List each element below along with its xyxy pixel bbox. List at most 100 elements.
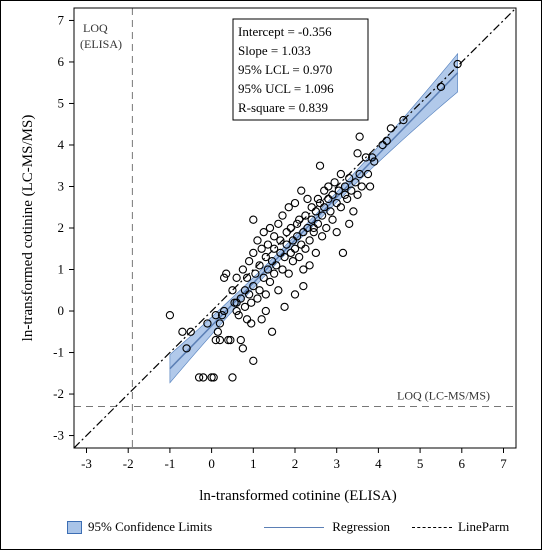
data-point (320, 186, 329, 195)
stat-intercept: Intercept = -0.356 (238, 24, 332, 39)
data-point (357, 182, 366, 191)
data-point (315, 198, 325, 208)
loq-lines (74, 8, 516, 448)
data-point (265, 223, 275, 233)
data-point (259, 273, 268, 282)
data-point (303, 223, 312, 233)
x-tick-label: 7 (500, 456, 507, 471)
x-tick-label: 2 (292, 456, 299, 471)
data-point (386, 124, 396, 133)
data-point (255, 261, 264, 270)
data-point (353, 149, 362, 158)
data-point (305, 261, 314, 270)
data-point (290, 244, 300, 253)
data-point (211, 311, 220, 320)
data-point (249, 215, 258, 224)
data-point (236, 335, 245, 345)
data-point (222, 269, 231, 278)
data-point (270, 244, 279, 253)
data-point (336, 169, 346, 179)
data-point (311, 207, 320, 216)
data-point (211, 335, 220, 345)
data-point (309, 228, 318, 237)
stat-rsquare: R-square = 0.839 (238, 100, 328, 115)
data-point (257, 315, 266, 324)
loq-elisa-label: LOQ (83, 21, 108, 35)
data-point (322, 223, 331, 233)
y-tick-label: 1 (58, 262, 65, 277)
data-point (261, 290, 270, 299)
data-point (338, 248, 348, 258)
data-point (299, 228, 308, 237)
data-point (342, 194, 352, 204)
data-point (288, 257, 298, 266)
data-point (317, 232, 327, 241)
legend-item-regression: Regression (234, 519, 390, 535)
data-point (282, 240, 291, 249)
data-point (286, 223, 295, 233)
data-point (317, 211, 327, 220)
data-point (297, 186, 306, 195)
legend-item-lineparm: LineParm (411, 519, 510, 535)
data-point (278, 211, 287, 220)
data-point (207, 373, 216, 382)
dashdot-line-icon (411, 526, 452, 528)
data-point (367, 153, 377, 162)
data-point (247, 319, 256, 328)
regression-line (169, 72, 459, 370)
data-point (253, 294, 262, 303)
data-point (353, 190, 362, 199)
data-point (301, 244, 310, 253)
data-point (178, 327, 187, 336)
fit-lines (74, 8, 516, 448)
x-tick-label: 6 (459, 456, 466, 471)
loq-lcms-label: LOQ (LC-MS/MS) (397, 388, 490, 402)
data-point (265, 277, 275, 287)
data-point (232, 298, 241, 307)
data-point (238, 265, 248, 274)
data-point (215, 335, 225, 345)
data-point (282, 228, 291, 237)
data-point (295, 215, 304, 224)
data-point (340, 190, 350, 199)
y-tick-label: -3 (53, 428, 64, 443)
data-point (263, 265, 273, 274)
data-point (320, 203, 329, 212)
data-point (244, 290, 254, 299)
y-axis: -3 -2 -1 0 1 2 3 4 5 6 7 (53, 12, 74, 443)
data-point (217, 311, 227, 320)
data-point (240, 286, 250, 295)
data-point (307, 203, 316, 212)
legend-label-lineparm: LineParm (457, 519, 510, 534)
data-point (242, 315, 252, 324)
data-point (336, 203, 346, 212)
y-tick-label: 5 (58, 95, 65, 110)
data-point (259, 228, 268, 237)
data-point (365, 182, 375, 191)
data-point (301, 211, 310, 220)
band-swatch-icon (67, 520, 82, 534)
data-point (328, 190, 337, 199)
stat-lcl: 95% LCL = 0.970 (238, 62, 332, 77)
data-point (232, 273, 241, 282)
data-point (249, 248, 258, 258)
data-point (378, 140, 387, 150)
data-point (278, 265, 287, 274)
x-axis: -3 -2 -1 0 1 2 3 4 5 6 7 (81, 448, 507, 471)
data-point (382, 136, 391, 145)
data-point (270, 269, 279, 278)
data-point (276, 248, 285, 258)
y-tick-label: 4 (58, 137, 65, 152)
data-point (326, 207, 335, 216)
y-tick-label: 0 (58, 303, 65, 318)
data-point (334, 186, 343, 195)
data-point (263, 240, 273, 249)
data-point (399, 115, 408, 125)
data-point (345, 219, 354, 228)
data-point (255, 286, 264, 295)
data-point (230, 298, 239, 307)
x-tick-label: 5 (417, 456, 424, 471)
data-point (307, 215, 316, 224)
data-point (199, 373, 208, 382)
